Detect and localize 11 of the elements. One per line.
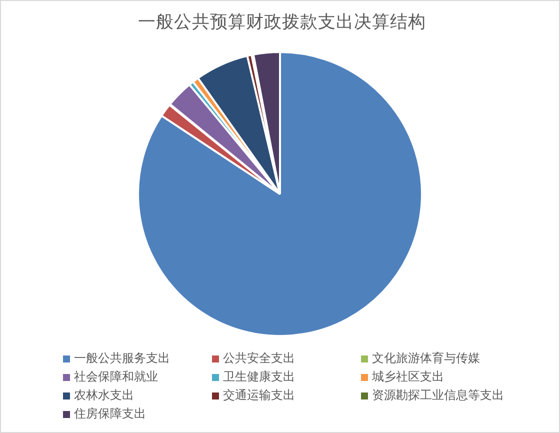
legend-label: 城乡社区支出 <box>371 370 444 384</box>
legend-label: 一般公共服务支出 <box>74 351 170 366</box>
chart-title: 一般公共预算财政拨款支出决算结构 <box>138 12 426 33</box>
legend-label: 交通运输支出 <box>223 388 295 402</box>
legend-label: 社会保障和就业 <box>74 370 158 384</box>
legend-label: 资源勘探工业信息等支出 <box>372 388 504 402</box>
legend-label: 文化旅游体育与传媒 <box>372 351 480 366</box>
legend-label: 住房保障支出 <box>73 406 146 421</box>
legend-label: 农林水支出 <box>74 388 134 402</box>
legend-label: 公共安全支出 <box>223 351 295 366</box>
legend-label: 卫生健康支出 <box>223 370 295 384</box>
